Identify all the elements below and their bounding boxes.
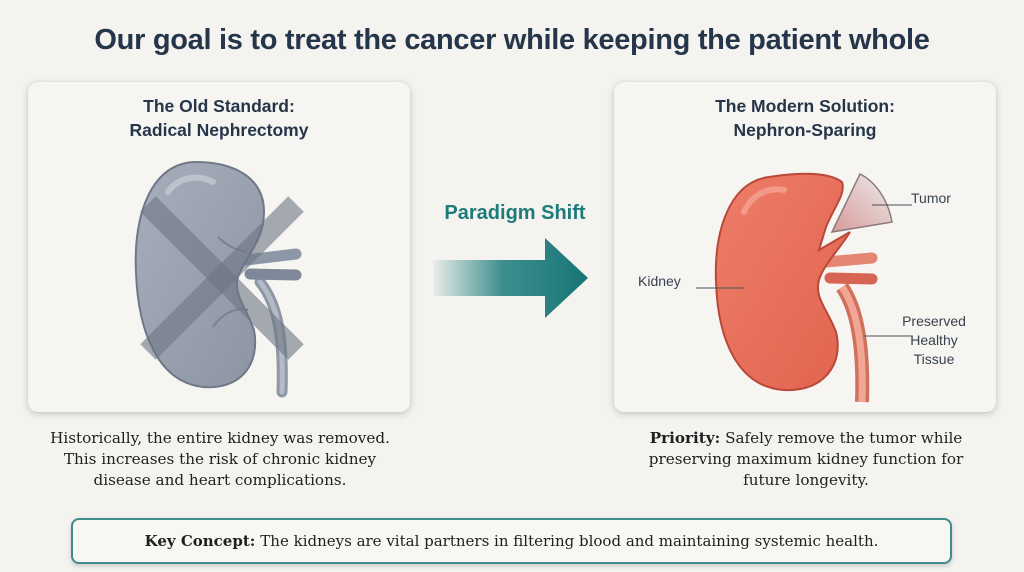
- old-standard-heading: The Old Standard: Radical Nephrectomy: [28, 94, 410, 142]
- modern-solution-heading: The Modern Solution: Nephron-Sparing: [614, 94, 996, 142]
- preserved-line1: Preserved: [902, 313, 966, 329]
- tumor-label: Tumor: [911, 190, 951, 206]
- modern-solution-caption: Priority: Safely remove the tumor while …: [596, 428, 1016, 491]
- old-standard-caption: Historically, the entire kidney was remo…: [10, 428, 430, 491]
- key-concept-label: Key Concept:: [144, 532, 256, 550]
- preserved-tissue-label: Preserved Healthy Tissue: [894, 312, 974, 369]
- old-standard-heading-line2: Radical Nephrectomy: [129, 120, 309, 140]
- preserved-line3: Tissue: [913, 351, 955, 367]
- preserved-line2: Healthy: [910, 332, 958, 348]
- key-concept-text: The kidneys are vital partners in filter…: [260, 532, 879, 550]
- old-standard-panel: The Old Standard: Radical Nephrectomy: [28, 82, 410, 412]
- modern-solution-panel: The Modern Solution: Nephron-Sparing: [614, 82, 996, 412]
- paradigm-shift-label: Paradigm Shift: [444, 202, 586, 224]
- modern-caption-line1: Priority: Safely remove the tumor while: [596, 428, 1016, 449]
- modern-heading-line1: The Modern Solution:: [715, 96, 895, 116]
- key-concept-box: Key Concept: The kidneys are vital partn…: [71, 518, 952, 564]
- modern-caption-line3: future longevity.: [743, 471, 869, 489]
- modern-heading-line2: Nephron-Sparing: [733, 120, 877, 140]
- red-kidney-icon: [696, 172, 912, 403]
- arrow-right-icon: [433, 238, 588, 318]
- old-caption-line3: disease and heart complications.: [93, 471, 347, 489]
- modern-caption-line1-text: Safely remove the tumor while: [725, 429, 963, 447]
- old-caption-line1: Historically, the entire kidney was remo…: [50, 429, 390, 447]
- kidney-label: Kidney: [638, 273, 681, 289]
- modern-caption-line2: preserving maximum kidney function for: [648, 450, 964, 468]
- gray-kidney-crossed-icon: [134, 160, 304, 398]
- priority-label: Priority:: [649, 429, 721, 447]
- page-title: Our goal is to treat the cancer while ke…: [94, 24, 930, 56]
- old-caption-line2: This increases the risk of chronic kidne…: [63, 450, 377, 468]
- old-standard-heading-line1: The Old Standard:: [143, 96, 295, 116]
